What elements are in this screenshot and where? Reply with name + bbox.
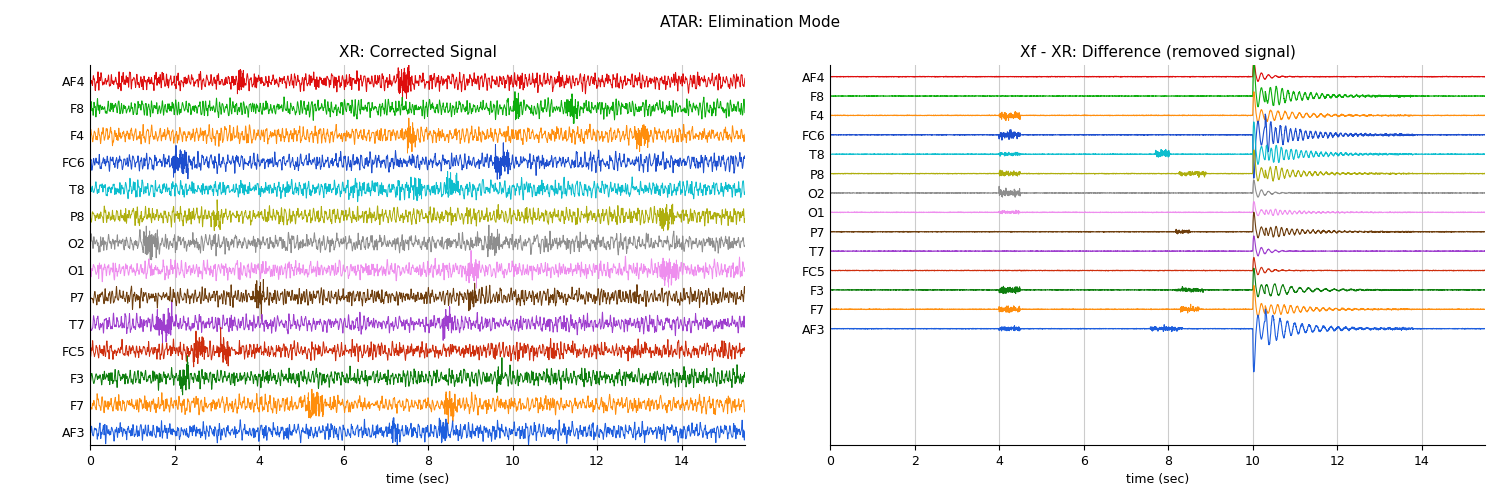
X-axis label: time (sec): time (sec): [1126, 474, 1190, 486]
Text: ATAR: Elimination Mode: ATAR: Elimination Mode: [660, 15, 840, 30]
Title: XR: Corrected Signal: XR: Corrected Signal: [339, 44, 496, 60]
Title: Xf - XR: Difference (removed signal): Xf - XR: Difference (removed signal): [1020, 44, 1296, 60]
X-axis label: time (sec): time (sec): [386, 474, 448, 486]
